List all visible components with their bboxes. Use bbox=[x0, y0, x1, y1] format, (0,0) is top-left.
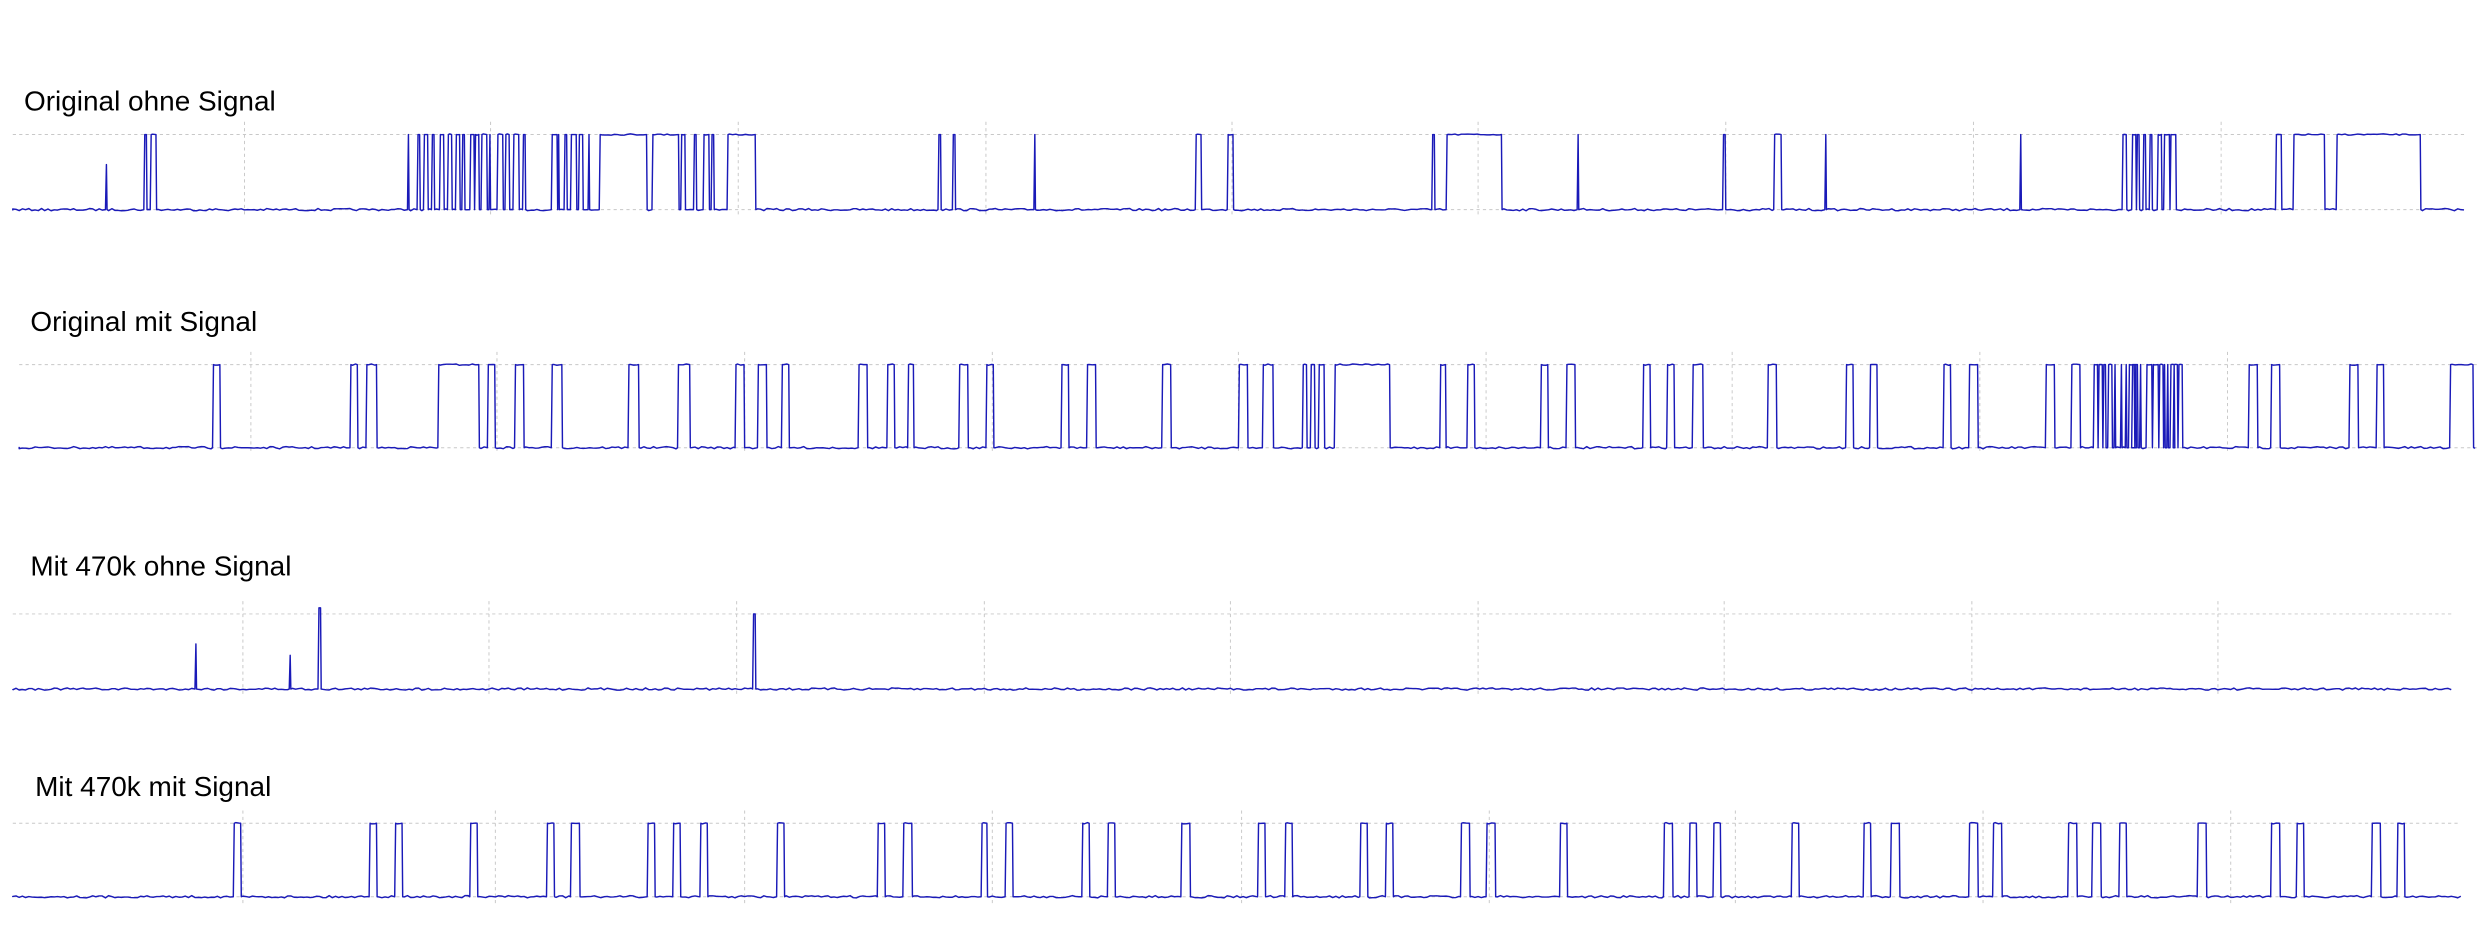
panel-label: Mit 470k ohne Signal bbox=[30, 551, 291, 582]
signal-trace bbox=[12, 821, 2462, 899]
signal-trace bbox=[12, 607, 2452, 691]
panel-label: Original ohne Signal bbox=[24, 86, 276, 117]
panel-label: Mit 470k mit Signal bbox=[35, 771, 271, 802]
signal-trace bbox=[12, 133, 2465, 212]
signal-trace bbox=[18, 363, 2476, 450]
panel-label: Original mit Signal bbox=[30, 306, 257, 337]
